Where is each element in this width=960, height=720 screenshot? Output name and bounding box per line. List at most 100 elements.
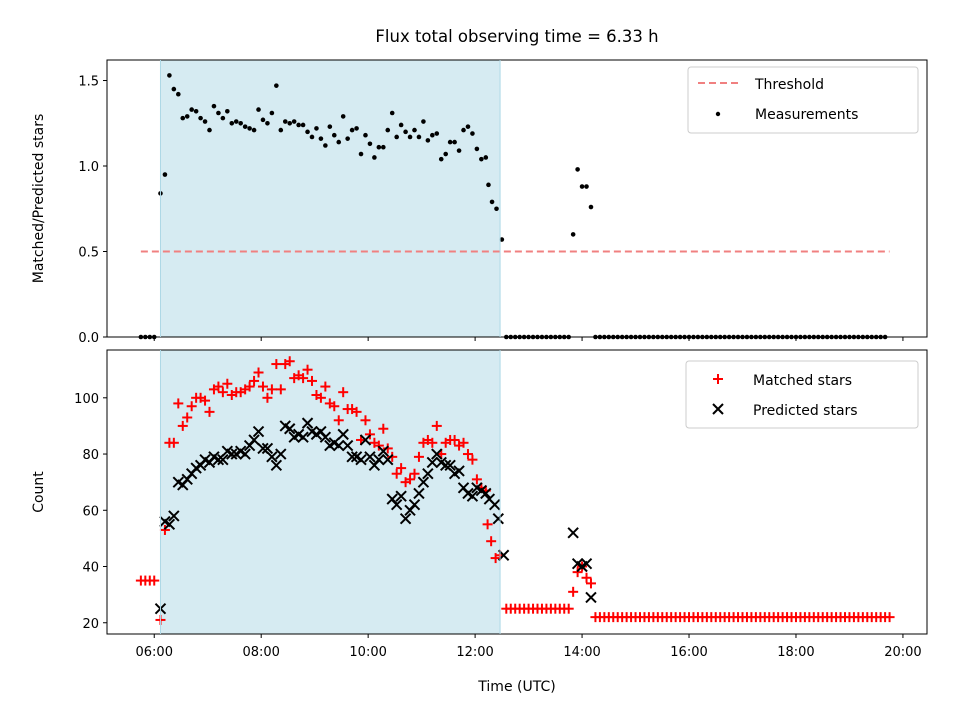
predicted-star-point bbox=[585, 591, 597, 604]
legend-threshold-label: Threshold bbox=[754, 77, 824, 93]
matched-star-point bbox=[413, 451, 424, 462]
predicted-star-point bbox=[266, 451, 278, 463]
predicted-star-point bbox=[489, 498, 501, 511]
measurement-point bbox=[489, 199, 495, 205]
matched-star-point bbox=[200, 395, 211, 406]
matched-star-point bbox=[378, 423, 389, 434]
predicted-star-point bbox=[399, 513, 412, 525]
predicted-star-point bbox=[377, 445, 390, 457]
matched-star-point bbox=[149, 575, 160, 586]
measurement-point bbox=[430, 132, 435, 138]
matched-star-point bbox=[204, 406, 215, 417]
top-legend: Threshold Measurements bbox=[687, 66, 919, 134]
measurement-point bbox=[483, 155, 489, 160]
matched-star-point bbox=[213, 381, 224, 392]
predicted-star-point bbox=[297, 431, 309, 443]
top-shaded-span bbox=[160, 60, 501, 337]
measurement-point bbox=[376, 144, 382, 150]
measurement-point bbox=[176, 91, 181, 97]
matched-star-point bbox=[431, 420, 442, 431]
matched-star-point bbox=[271, 359, 282, 370]
predicted-star-point bbox=[212, 453, 225, 466]
measurement-point bbox=[265, 120, 270, 126]
matched-star-point bbox=[217, 387, 228, 398]
predicted-star-point bbox=[390, 498, 403, 511]
matched-star-point bbox=[253, 367, 264, 378]
measurement-point bbox=[416, 134, 422, 140]
measurement-point bbox=[225, 108, 230, 114]
matched-star-point bbox=[173, 398, 184, 409]
predicted-star-point bbox=[346, 451, 358, 463]
measurement-point bbox=[309, 134, 315, 140]
measurement-point bbox=[412, 127, 417, 133]
matched-star-point bbox=[462, 449, 473, 460]
matched-star-point bbox=[449, 434, 460, 445]
measurement-point bbox=[465, 124, 471, 129]
y-tick-label: 80 bbox=[82, 448, 99, 463]
y-tick-label: 100 bbox=[74, 392, 99, 407]
measurement-point bbox=[202, 119, 208, 124]
bottom-shaded-span bbox=[160, 350, 501, 634]
measurement-point bbox=[570, 232, 576, 237]
matched-star-point bbox=[360, 415, 371, 426]
matched-star-point bbox=[177, 420, 188, 431]
matched-star-point bbox=[222, 378, 233, 389]
y-tick-label: 0.0 bbox=[78, 331, 99, 346]
measurement-point bbox=[211, 103, 217, 109]
measurement-point bbox=[260, 117, 266, 123]
x-tick-label: 16:00 bbox=[670, 645, 707, 660]
measurement-point bbox=[331, 132, 337, 138]
measurement-point bbox=[421, 119, 426, 124]
predicted-star-point bbox=[480, 487, 492, 500]
x-axis-label: Time (UTC) bbox=[477, 679, 555, 695]
y-tick-label: 1.0 bbox=[78, 160, 99, 175]
predicted-star-point bbox=[355, 453, 367, 466]
measurement-point bbox=[274, 83, 279, 88]
matched-star-point bbox=[382, 443, 393, 454]
y-tick-label: 60 bbox=[82, 504, 99, 519]
measurement-point bbox=[296, 122, 301, 128]
x-tick-label: 12:00 bbox=[456, 645, 493, 660]
measurement-point bbox=[336, 139, 342, 145]
measurement-point bbox=[407, 134, 413, 140]
predicted-star-point bbox=[252, 425, 265, 438]
measurement-point bbox=[314, 126, 319, 131]
measurement-point bbox=[588, 204, 594, 210]
measurement-point bbox=[287, 120, 293, 126]
predicted-star-point bbox=[257, 442, 269, 455]
matched-star-point bbox=[396, 463, 407, 474]
predicted-star-point bbox=[413, 487, 425, 500]
matched-star-point bbox=[486, 536, 497, 547]
matched-star-point bbox=[387, 451, 398, 462]
x-tick-label: 10:00 bbox=[349, 645, 386, 660]
predicted-star-point bbox=[453, 465, 465, 477]
measurement-point bbox=[220, 115, 226, 121]
predicted-star-point bbox=[284, 423, 296, 435]
x-tick-label: 14:00 bbox=[563, 645, 600, 660]
measurement-point bbox=[579, 184, 585, 189]
matched-star-point bbox=[159, 524, 170, 535]
measurement-point bbox=[327, 124, 333, 129]
predicted-stars-points bbox=[154, 417, 597, 615]
measurement-point bbox=[189, 107, 194, 112]
legend-measurements-label: Measurements bbox=[755, 107, 858, 123]
matched-star-point bbox=[482, 519, 493, 530]
matched-star-point bbox=[409, 468, 420, 479]
matched-star-point bbox=[182, 412, 193, 423]
top-y-ticks: 0.0 0.5 1.0 1.5 bbox=[78, 75, 107, 346]
chart-title: Flux total observing time = 6.33 h bbox=[375, 27, 658, 46]
matched-star-point bbox=[329, 401, 340, 412]
matched-star-point bbox=[249, 375, 260, 386]
predicted-star-point bbox=[270, 459, 283, 471]
measurement-point bbox=[216, 110, 221, 116]
measurement-point bbox=[389, 110, 395, 116]
matched-star-point bbox=[572, 567, 583, 578]
predicted-star-point bbox=[301, 417, 314, 429]
predicted-star-point bbox=[239, 448, 251, 460]
matched-star-point bbox=[364, 429, 375, 440]
matched-star-point bbox=[284, 356, 295, 367]
predicted-star-point bbox=[261, 442, 274, 455]
measurement-point bbox=[229, 120, 235, 126]
measurement-point bbox=[282, 119, 288, 124]
